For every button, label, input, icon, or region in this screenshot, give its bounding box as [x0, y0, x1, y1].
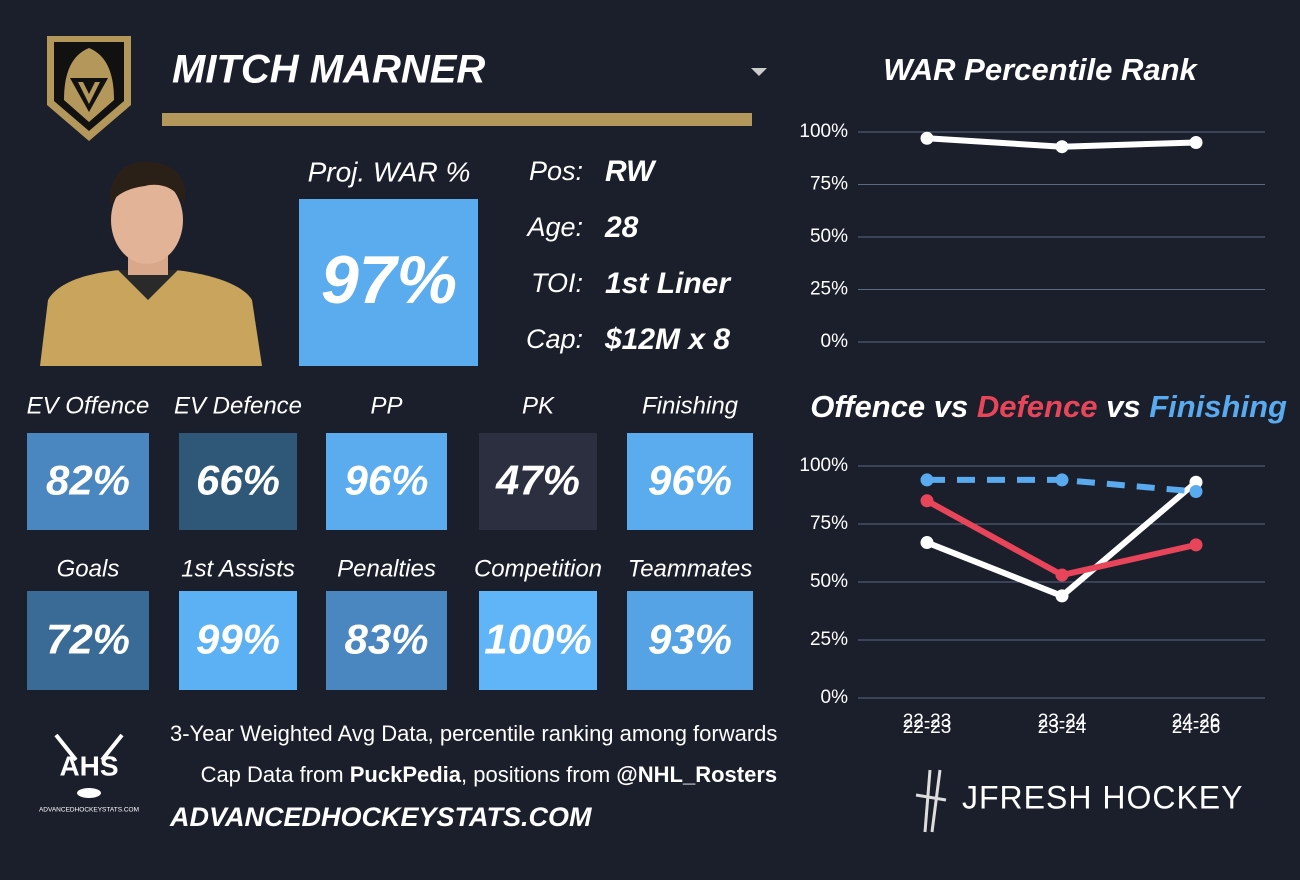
tile-value: 83% — [344, 616, 428, 663]
chart-title: WAR Percentile Rank — [883, 52, 1198, 87]
title-separator: vs — [1097, 389, 1149, 424]
legend-entry: Finishing — [1149, 389, 1287, 424]
tile-value: 66% — [196, 457, 280, 504]
x-tick-label: 22-23 — [903, 711, 952, 732]
series-point — [1189, 538, 1203, 552]
footer-note: 3-Year Weighted Avg Data, percentile ran… — [170, 721, 777, 746]
series-point — [920, 494, 934, 508]
footer-text: Cap Data from — [201, 762, 350, 787]
tile — [627, 433, 753, 530]
stat-tiles: EV Offence 82% EV Defence 66% PP 96% PK 47% Fini… — [27, 392, 753, 690]
footer-sources: Cap Data from PuckPedia, positions from … — [170, 762, 795, 787]
line-chart: 0% 25% 50% 75% 100% 22-23 23-24 24-26 — [799, 121, 1265, 738]
legend-entry: Offence — [810, 389, 925, 424]
y-tick-label: 100% — [799, 455, 848, 476]
tile-label: Finishing — [642, 392, 739, 419]
dropdown-icon[interactable] — [751, 68, 767, 76]
y-tick-label: 75% — [810, 174, 848, 195]
title-separator: vs — [925, 389, 977, 424]
tile-value: 47% — [495, 457, 580, 504]
war-label: Proj. WAR % — [308, 156, 471, 187]
tile-label: Teammates — [628, 555, 753, 582]
info-label: Cap: — [526, 324, 583, 354]
series-point — [920, 473, 934, 487]
info-value: 28 — [604, 211, 639, 244]
y-tick-label: 50% — [810, 226, 848, 247]
tile-label: PP — [370, 392, 402, 419]
series-point — [1055, 140, 1069, 154]
tile-label: Penalties — [337, 555, 436, 582]
y-tick-label: 25% — [810, 629, 848, 650]
tile-label: 1st Assists — [181, 555, 295, 582]
x-tick-label: 24-26 — [1172, 717, 1221, 738]
player-photo — [40, 161, 262, 366]
ahs-logo-text: AHS — [59, 750, 118, 781]
tile-value: 72% — [46, 616, 130, 663]
tile-label: PK — [522, 392, 555, 419]
tile — [627, 591, 753, 690]
tile-value: 96% — [344, 457, 428, 504]
series-point — [1189, 475, 1203, 489]
x-tick-label: 22-23 — [903, 717, 952, 738]
info-list: Pos: RW Age: 28 TOI: 1st Liner Cap: $12M x 8 — [525, 155, 732, 356]
series-point — [920, 536, 934, 550]
line-chart: 0% 25% 50% 75% 100% 22-23 23-24 24-26 — [799, 455, 1265, 732]
chart-title: Offence vs Defence vs Finishing — [767, 389, 1300, 424]
legend-entry: Defence — [977, 389, 1098, 424]
series-point — [1055, 473, 1069, 487]
series-point — [1055, 589, 1069, 603]
tile — [179, 433, 297, 530]
info-label: Age: — [525, 212, 583, 242]
info-value: RW — [605, 155, 657, 188]
x-tick-label: 23-24 — [1038, 711, 1087, 732]
tile-label: EV Defence — [174, 392, 302, 419]
footer-text: , positions from — [461, 762, 616, 787]
tile — [479, 591, 597, 690]
tile-value: 99% — [196, 616, 280, 663]
series-point — [1189, 136, 1203, 149]
tile — [179, 591, 297, 690]
team-logo — [47, 36, 131, 141]
x-tick-label: 23-24 — [1038, 717, 1087, 738]
y-tick-label: 100% — [799, 121, 848, 142]
brand-name: JFRESH HOCKEY — [962, 779, 1243, 815]
series-point — [920, 131, 934, 145]
info-value: 1st Liner — [605, 267, 732, 300]
series-point — [1189, 485, 1203, 499]
tile-value: 100% — [484, 616, 591, 663]
tile — [326, 433, 447, 530]
tile — [326, 591, 447, 690]
y-tick-label: 25% — [810, 279, 848, 300]
ahs-logo-caption: ADVANCEDHOCKEYSTATS.COM — [39, 807, 139, 814]
player-name: MITCH MARNER — [172, 48, 485, 92]
tile — [27, 591, 149, 690]
war-value: 97% — [321, 242, 457, 318]
war-tile — [299, 199, 478, 366]
footer-link[interactable]: PuckPedia — [350, 762, 462, 787]
ahs-logo: AHS ADVANCEDHOCKEYSTATS.COM — [39, 733, 139, 814]
y-tick-label: 75% — [810, 513, 848, 534]
jfresh-logo: JFRESH HOCKEY — [915, 769, 1243, 833]
tile-label: Goals — [57, 555, 120, 582]
tile-value: 93% — [648, 616, 732, 663]
tile-value: 96% — [648, 457, 732, 504]
tile-label: EV Offence — [27, 392, 150, 419]
x-tick-label: 24-26 — [1172, 711, 1221, 732]
y-tick-label: 0% — [821, 687, 849, 708]
info-value: $12M x 8 — [604, 323, 730, 356]
tile — [479, 433, 597, 530]
tile-label: Competition — [474, 555, 602, 582]
y-tick-label: 0% — [821, 331, 849, 352]
info-label: Pos: — [529, 156, 583, 186]
footer-link[interactable]: @NHL_Rosters — [616, 762, 777, 787]
name-underline — [162, 113, 752, 126]
y-tick-label: 50% — [810, 571, 848, 592]
tile-value: 82% — [46, 457, 130, 504]
info-label: TOI: — [531, 268, 583, 298]
tile — [27, 433, 149, 530]
series-point — [1055, 568, 1069, 582]
footer-site[interactable]: ADVANCEDHOCKEYSTATS.COM — [169, 802, 592, 832]
